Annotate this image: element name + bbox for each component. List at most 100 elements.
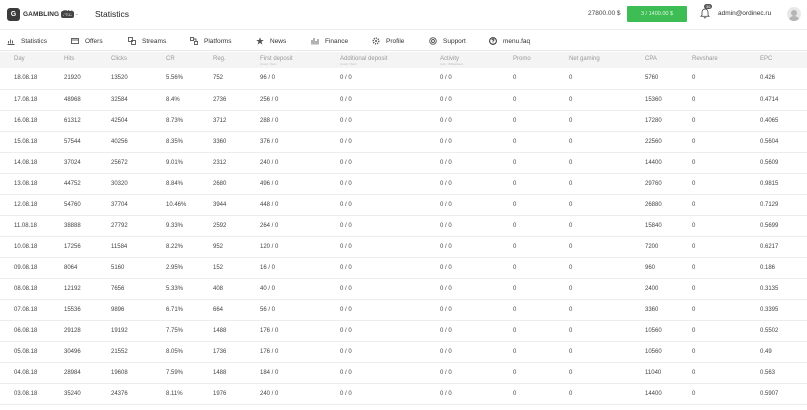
table-cell: 14400 (645, 390, 662, 397)
column-header[interactable]: Clicks (97, 52, 152, 68)
table-cell: 1736 (213, 348, 227, 355)
nav-item-statistics[interactable]: Statistics (7, 37, 47, 45)
table-cell: 5.33% (166, 285, 184, 292)
table-cell: 184 / 0 (260, 369, 279, 376)
table-cell: 0 (692, 75, 696, 82)
column-header[interactable]: Hits (50, 52, 97, 68)
column-header[interactable]: First deposit Count / Sum (246, 52, 326, 68)
table-cell: 0 (513, 243, 517, 250)
bell-icon[interactable] (700, 8, 710, 19)
table-cell: 0 (513, 306, 517, 313)
table-row: 13.08.18 44752 30320 8.84% 2680 496 / 0 0 / 0 0… (0, 173, 807, 194)
table-cell: 0.7129 (760, 201, 779, 208)
table-cell: 0 (692, 96, 696, 103)
statistics-table: Day Hits Clicks CR Reg. First deposit Count / … (0, 52, 807, 405)
column-header[interactable]: Net gaming (555, 52, 631, 68)
table-cell: 0 (513, 264, 517, 271)
column-header[interactable]: Additional deposit Count / Sum (326, 52, 426, 68)
table-cell: 0 / 0 (340, 159, 352, 166)
table-cell: 0 (569, 264, 573, 271)
chevron-down-icon: ⌄ (74, 11, 79, 17)
question-icon (489, 37, 497, 45)
table-cell: 7.75% (166, 327, 184, 334)
nav-item-support[interactable]: Support (429, 37, 466, 45)
table-cell: 30496 (64, 348, 81, 355)
table-cell: 18.08.18 (14, 75, 38, 82)
nav-item-platforms[interactable]: Platforms (190, 37, 231, 45)
table-cell: 2680 (213, 180, 227, 187)
column-header[interactable]: EPC (746, 52, 807, 68)
table-cell: 8.35% (166, 138, 184, 145)
table-cell: 04.08.18 (14, 369, 38, 376)
support-icon (429, 37, 437, 45)
nav-label: Support (443, 37, 466, 45)
table-cell: 61312 (64, 117, 81, 124)
table-cell: 0 (569, 306, 573, 313)
table-cell: 48968 (64, 96, 81, 103)
user-email[interactable]: admin@ordinec.ru (718, 10, 772, 17)
nav-item-offers[interactable]: Offers (71, 37, 103, 45)
table-cell: 0 / 0 (440, 201, 452, 208)
table-cell: 376 / 0 (260, 138, 279, 145)
table-cell: 0 / 0 (340, 243, 352, 250)
table-cell: 15536 (64, 306, 81, 313)
column-header[interactable]: Revshare (678, 52, 746, 68)
column-header[interactable]: Reg. (199, 52, 246, 68)
table-cell: 5160 (111, 264, 125, 271)
avatar[interactable] (787, 7, 801, 21)
table-cell: 0 (569, 222, 573, 229)
table-row: 18.08.18 21920 13520 5.56% 752 96 / 0 0 / 0 0 /… (0, 68, 807, 89)
table-cell: 496 / 0 (260, 180, 279, 187)
table-cell: 0 (569, 96, 573, 103)
table-cell: 15840 (645, 222, 662, 229)
table-cell: 2592 (213, 222, 227, 229)
notification-badge: 36 (704, 4, 713, 9)
table-cell: 0 / 0 (440, 243, 452, 250)
table-cell: 10.46% (166, 201, 187, 208)
table-cell: 7200 (645, 243, 659, 250)
column-header[interactable]: Promo (499, 52, 555, 68)
payout-button[interactable]: 3 / 1400.00 $ (627, 6, 687, 22)
column-header[interactable]: Day (0, 52, 50, 68)
table-cell: 44752 (64, 180, 81, 187)
column-header[interactable]: CR (152, 52, 199, 68)
table-row: 04.08.18 28984 19608 7.59% 1488 184 / 0 0 / 0 0… (0, 362, 807, 383)
statistics-table-container: Day Hits Clicks CR Reg. First deposit Count / … (0, 52, 807, 410)
column-header[interactable]: CPA (631, 52, 678, 68)
table-cell: 0 (569, 369, 573, 376)
nav-item-news[interactable]: News (256, 37, 286, 45)
table-cell: 0 (692, 264, 696, 271)
table-cell: 0 / 0 (340, 96, 352, 103)
table-cell: 0 (692, 369, 696, 376)
table-cell: 05.08.18 (14, 348, 38, 355)
table-cell: 21552 (111, 348, 128, 355)
language-selector[interactable]: EN ⌄ (63, 10, 79, 17)
table-cell: 0 / 0 (440, 348, 452, 355)
table-cell: 16 / 0 (260, 264, 276, 271)
table-cell: 0 / 0 (340, 138, 352, 145)
column-header[interactable]: Activity Lvl1 / Whitelisted (426, 52, 499, 68)
nav-label: Platforms (204, 37, 232, 45)
nav-item-finance[interactable]: Finance (311, 37, 348, 45)
table-cell: 40256 (111, 138, 128, 145)
table-cell: 0 (569, 201, 573, 208)
column-header-sublabel: Lvl1 / Whitelisted (440, 62, 463, 66)
table-row: 07.08.18 15536 9896 6.71% 664 56 / 0 0 / 0 0 / … (0, 299, 807, 320)
table-cell: 0 / 0 (340, 180, 352, 187)
nav-item-streams[interactable]: Streams (128, 37, 166, 45)
table-cell: 8.11% (166, 390, 183, 397)
main-nav: Statistics Offers Streams Platforms News… (0, 30, 807, 51)
nav-item-faq[interactable]: menu.faq (489, 37, 530, 45)
table-cell: 40 / 0 (260, 285, 276, 292)
table-cell: 15360 (645, 96, 662, 103)
table-row: 06.08.18 29128 19192 7.75% 1488 176 / 0 0 / 0 0… (0, 320, 807, 341)
balance: 27800.00 $ (588, 10, 621, 17)
table-cell: 0 (692, 390, 696, 397)
logo[interactable]: G GAMBLING PRO (7, 8, 74, 21)
table-row: 14.08.18 37024 25672 9.01% 2312 240 / 0 0 / 0 0… (0, 152, 807, 173)
table-cell: 9.33% (166, 222, 184, 229)
nav-item-profile[interactable]: Profile (372, 37, 404, 45)
platforms-icon (190, 37, 198, 45)
table-cell: 0.563 (760, 369, 776, 376)
star-icon (256, 37, 264, 45)
